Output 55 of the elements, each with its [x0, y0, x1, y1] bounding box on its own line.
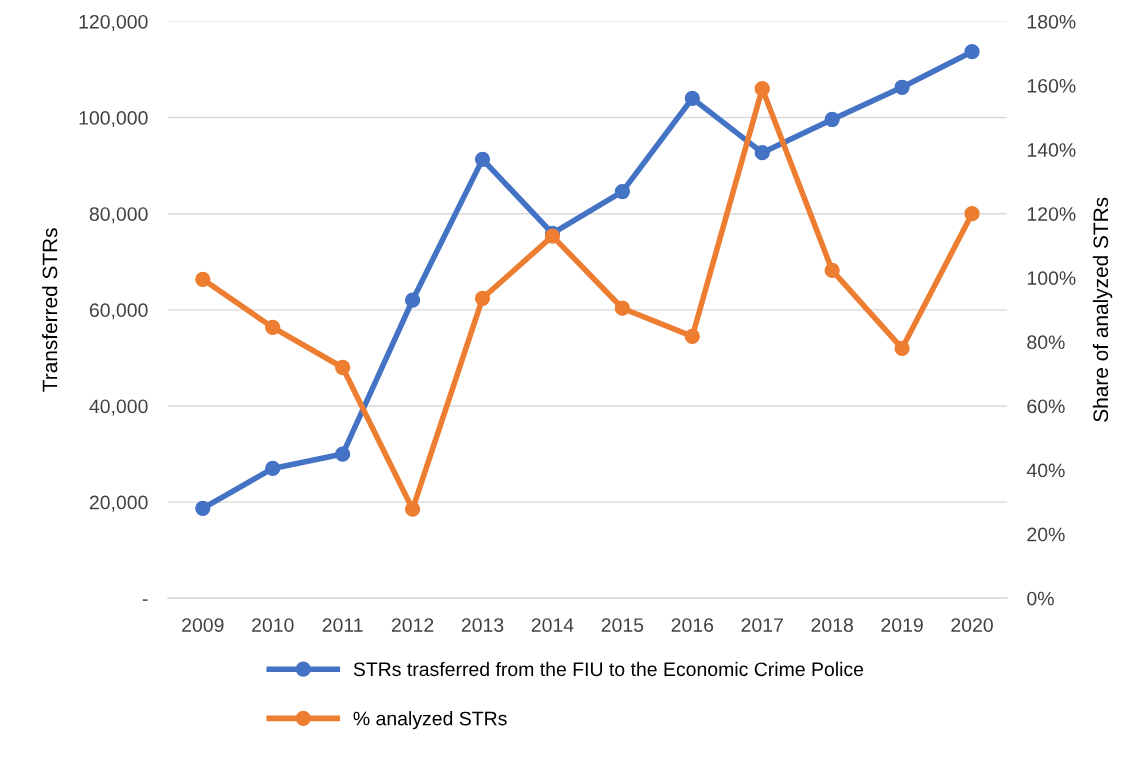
point [195, 500, 211, 516]
point [964, 206, 980, 222]
y-axis-title: Transferred STRs [42, 228, 58, 392]
y2-tick-label: 180% [1027, 14, 1076, 29]
point [824, 111, 840, 128]
point [894, 79, 910, 95]
y-tick-label: 80,000 [89, 207, 148, 224]
y2-tick-label: 80% [1027, 335, 1065, 350]
point [195, 271, 211, 288]
x-tick-label: 2015 [601, 618, 644, 632]
y-tick-label: 40,000 [89, 399, 148, 416]
y2-tick-label: 60% [1027, 399, 1065, 414]
y2-tick-label: 100% [1027, 271, 1076, 286]
point [754, 145, 770, 161]
point [614, 183, 631, 200]
point [404, 292, 421, 308]
x-tick-label: 2017 [741, 618, 783, 632]
y2-tick-label: 40% [1026, 463, 1065, 478]
point [754, 81, 770, 97]
y-tick-label: - [142, 599, 148, 601]
y-tick-label: 60,000 [89, 303, 148, 320]
y-tick-label: 20,000 [89, 495, 148, 512]
point [335, 359, 351, 376]
point [824, 262, 840, 279]
legend-label: % analyzed STRs [353, 711, 507, 730]
x-tick-label: 2018 [811, 618, 853, 632]
point [265, 319, 281, 336]
x-tick-label: 2012 [391, 618, 434, 632]
point [474, 151, 491, 168]
point [684, 328, 700, 345]
y2-tick-label: 20% [1027, 527, 1065, 542]
y2-tick-label: 120% [1027, 207, 1076, 221]
point [614, 300, 631, 316]
x-tick-label: 2009 [182, 618, 224, 632]
x-tick-label: 2020 [951, 618, 993, 632]
y-tick-label: 100,000 [79, 111, 148, 128]
point [404, 501, 421, 517]
legend-label: STRs trasferred from the FIU to the Economic Crime Police [353, 661, 864, 677]
x-tick-label: 2013 [461, 618, 504, 632]
point [335, 446, 351, 462]
x-tick-label: 2010 [252, 618, 294, 632]
point [265, 460, 281, 477]
x-tick-label: 2016 [671, 618, 714, 632]
point [894, 340, 910, 356]
y2-tick-label: 0% [1027, 591, 1054, 606]
point [474, 290, 491, 306]
y2-tick-label: 140% [1027, 143, 1076, 157]
x-tick-label: 2014 [531, 618, 574, 632]
x-tick-label: 2011 [322, 618, 363, 632]
y2-axis-title: Share of analyzed STRs [1092, 197, 1113, 422]
y2-tick-label: 160% [1027, 78, 1076, 93]
x-tick-label: 2019 [881, 618, 923, 632]
point [964, 44, 980, 60]
point [684, 90, 700, 106]
y-tick-label: 120,000 [79, 14, 148, 31]
